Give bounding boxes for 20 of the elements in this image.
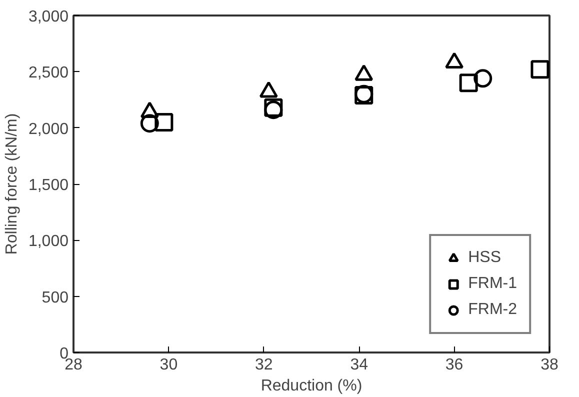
y-tick-label: 1,000 (28, 233, 69, 250)
x-tick-label: 34 (350, 356, 368, 374)
legend-label: FRM-2 (468, 301, 517, 319)
legend-label: HSS (468, 249, 502, 267)
y-tick-label: 1,500 (28, 177, 69, 194)
x-tick-label: 36 (445, 356, 464, 374)
y-tick-label: 2,500 (28, 64, 69, 82)
x-tick-label: 30 (160, 356, 178, 374)
legend-label: FRM-1 (468, 275, 517, 293)
x-axis-title: Reduction (%) (260, 378, 362, 394)
point (530, 60, 550, 79)
point (154, 112, 174, 132)
point (459, 74, 478, 92)
y-tick-label: 2,000 (28, 120, 69, 138)
y-tick-label: 500 (42, 289, 69, 306)
y-axis-title: Rolling force (kN/m) (3, 113, 20, 255)
x-tick-label: 32 (255, 356, 273, 374)
x-tick-label: 38 (540, 356, 558, 374)
point (474, 69, 492, 88)
y-tick-label: 3,000 (28, 8, 69, 26)
